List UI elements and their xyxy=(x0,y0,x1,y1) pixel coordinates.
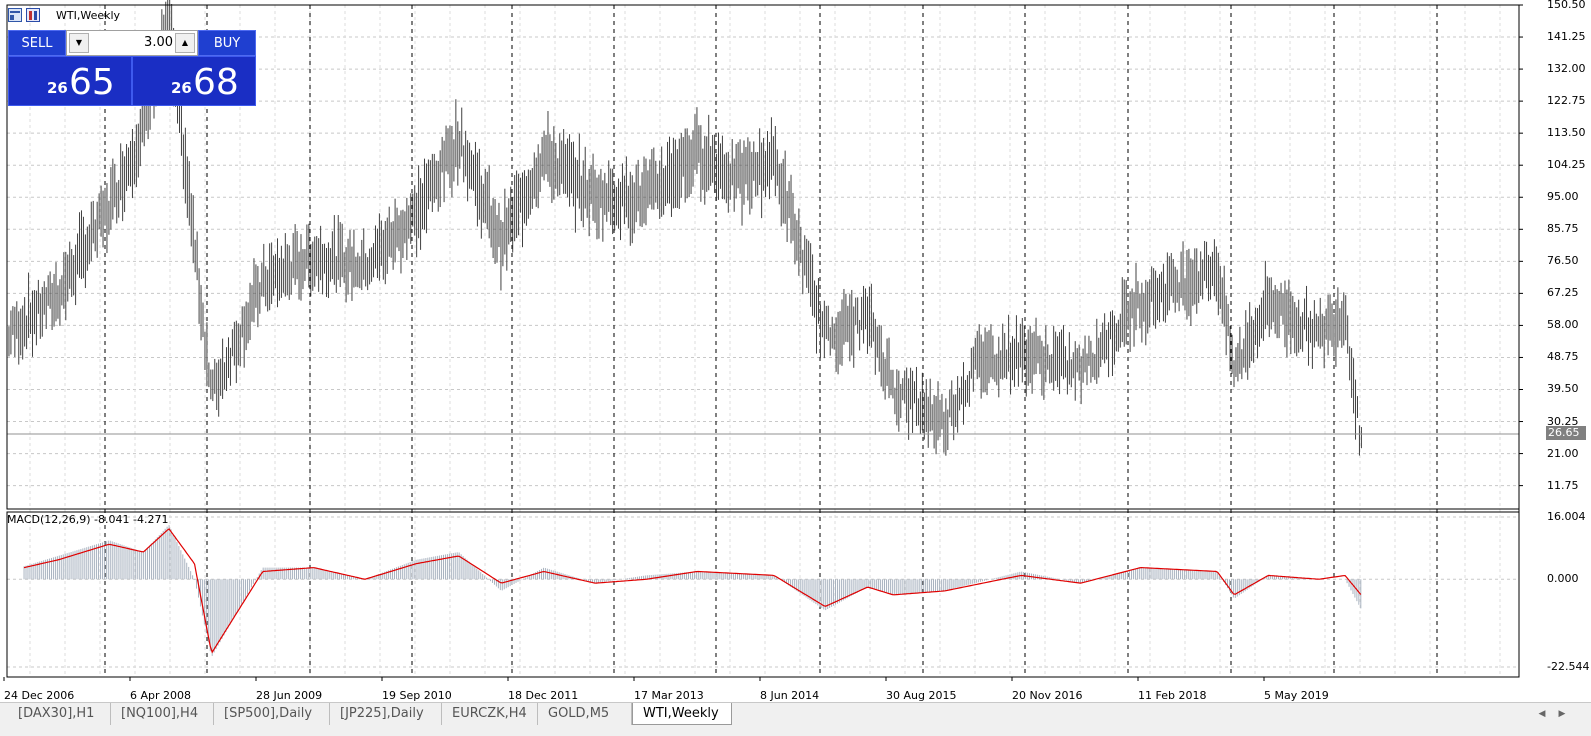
price-axis-label: 104.25 xyxy=(1547,158,1586,172)
buy-price-small: 26 xyxy=(171,79,192,97)
macd-axis-label: 0.000 xyxy=(1547,572,1579,586)
lot-value[interactable]: 3.00 xyxy=(144,35,173,50)
tab-dax30-h1[interactable]: [DAX30],H1 xyxy=(8,703,111,725)
lot-size-input[interactable]: ▼ 3.00 ▲ xyxy=(66,30,198,56)
time-axis-label: 18 Dec 2011 xyxy=(508,689,579,702)
macd-indicator-label: MACD(12,26,9) -8.041 -4.271 xyxy=(7,513,169,526)
price-axis-label: 122.75 xyxy=(1547,94,1586,108)
price-axis-label: 21.00 xyxy=(1547,446,1579,460)
time-axis-label: 8 Jun 2014 xyxy=(760,689,820,702)
macd-histogram xyxy=(23,525,1362,656)
price-axis-label: 30.25 xyxy=(1547,414,1579,428)
lot-decrease-button[interactable]: ▼ xyxy=(69,33,89,53)
chart-window-icon[interactable] xyxy=(8,8,22,22)
macd-axis-label: 16.004 xyxy=(1547,510,1586,523)
macd-axis-label: -22.544 xyxy=(1547,660,1590,673)
one-click-trading-panel: SELL ▼ 3.00 ▲ BUY 26 65 26 68 xyxy=(8,30,258,106)
sell-price-quote[interactable]: 26 65 xyxy=(8,56,132,106)
macd-signal-line xyxy=(23,528,1362,654)
time-axis-label: 5 May 2019 xyxy=(1264,689,1329,702)
price-axis-label: 39.50 xyxy=(1547,382,1579,396)
time-axis-label: 17 Mar 2013 xyxy=(634,689,704,702)
price-axis-label: 85.75 xyxy=(1547,222,1579,236)
buy-price-big: 68 xyxy=(193,62,239,103)
price-axis-label: 48.75 xyxy=(1547,350,1579,364)
time-axis-label: 20 Nov 2016 xyxy=(1012,689,1083,702)
properties-icon[interactable] xyxy=(26,8,40,22)
sell-price-big: 65 xyxy=(69,62,115,103)
tab-eurczk-h4[interactable]: EURCZK,H4 xyxy=(442,703,538,725)
price-axis-label: 141.25 xyxy=(1547,30,1586,44)
buy-price-quote[interactable]: 26 68 xyxy=(132,56,256,106)
tab-scroll-right-icon[interactable]: ▶ xyxy=(1558,709,1566,719)
tab-scroll-left-icon[interactable]: ◀ xyxy=(1538,709,1546,719)
tab-jp225-daily[interactable]: [JP225],Daily xyxy=(330,703,442,725)
buy-button[interactable]: BUY xyxy=(198,30,256,56)
tab-wti-weekly[interactable]: WTI,Weekly xyxy=(632,703,732,725)
tab-sp500-daily[interactable]: [SP500],Daily xyxy=(214,703,330,725)
time-axis-label: 19 Sep 2010 xyxy=(382,689,452,702)
price-axis-label: 113.50 xyxy=(1547,126,1586,140)
chart-tab-bar: [DAX30],H1 [NQ100],H4 [SP500],Daily [JP225]… xyxy=(0,702,1591,736)
price-axis-label: 132.00 xyxy=(1547,62,1586,76)
time-axis-label: 11 Feb 2018 xyxy=(1138,689,1207,702)
tab-gold-m5[interactable]: GOLD,M5 xyxy=(538,703,632,725)
price-axis-label: 67.25 xyxy=(1547,286,1579,300)
price-axis-label: 58.00 xyxy=(1547,318,1579,332)
price-axis-label: 76.50 xyxy=(1547,254,1579,268)
sell-price-small: 26 xyxy=(47,79,68,97)
lot-increase-button[interactable]: ▲ xyxy=(175,33,195,53)
time-axis-label: 28 Jun 2009 xyxy=(256,689,323,702)
time-axis-label: 6 Apr 2008 xyxy=(130,689,192,702)
price-axis-label: 11.75 xyxy=(1547,478,1579,492)
sell-button[interactable]: SELL xyxy=(8,30,66,56)
price-axis-label: 150.50 xyxy=(1547,0,1586,11)
time-axis-label: 30 Aug 2015 xyxy=(886,689,957,702)
tab-nq100-h4[interactable]: [NQ100],H4 xyxy=(111,703,214,725)
current-price-label: 26.65 xyxy=(1546,426,1586,440)
price-axis-label: 95.00 xyxy=(1547,190,1579,204)
chart-title: WTI,Weekly xyxy=(56,9,121,22)
time-axis-label: 24 Dec 2006 xyxy=(4,689,75,702)
